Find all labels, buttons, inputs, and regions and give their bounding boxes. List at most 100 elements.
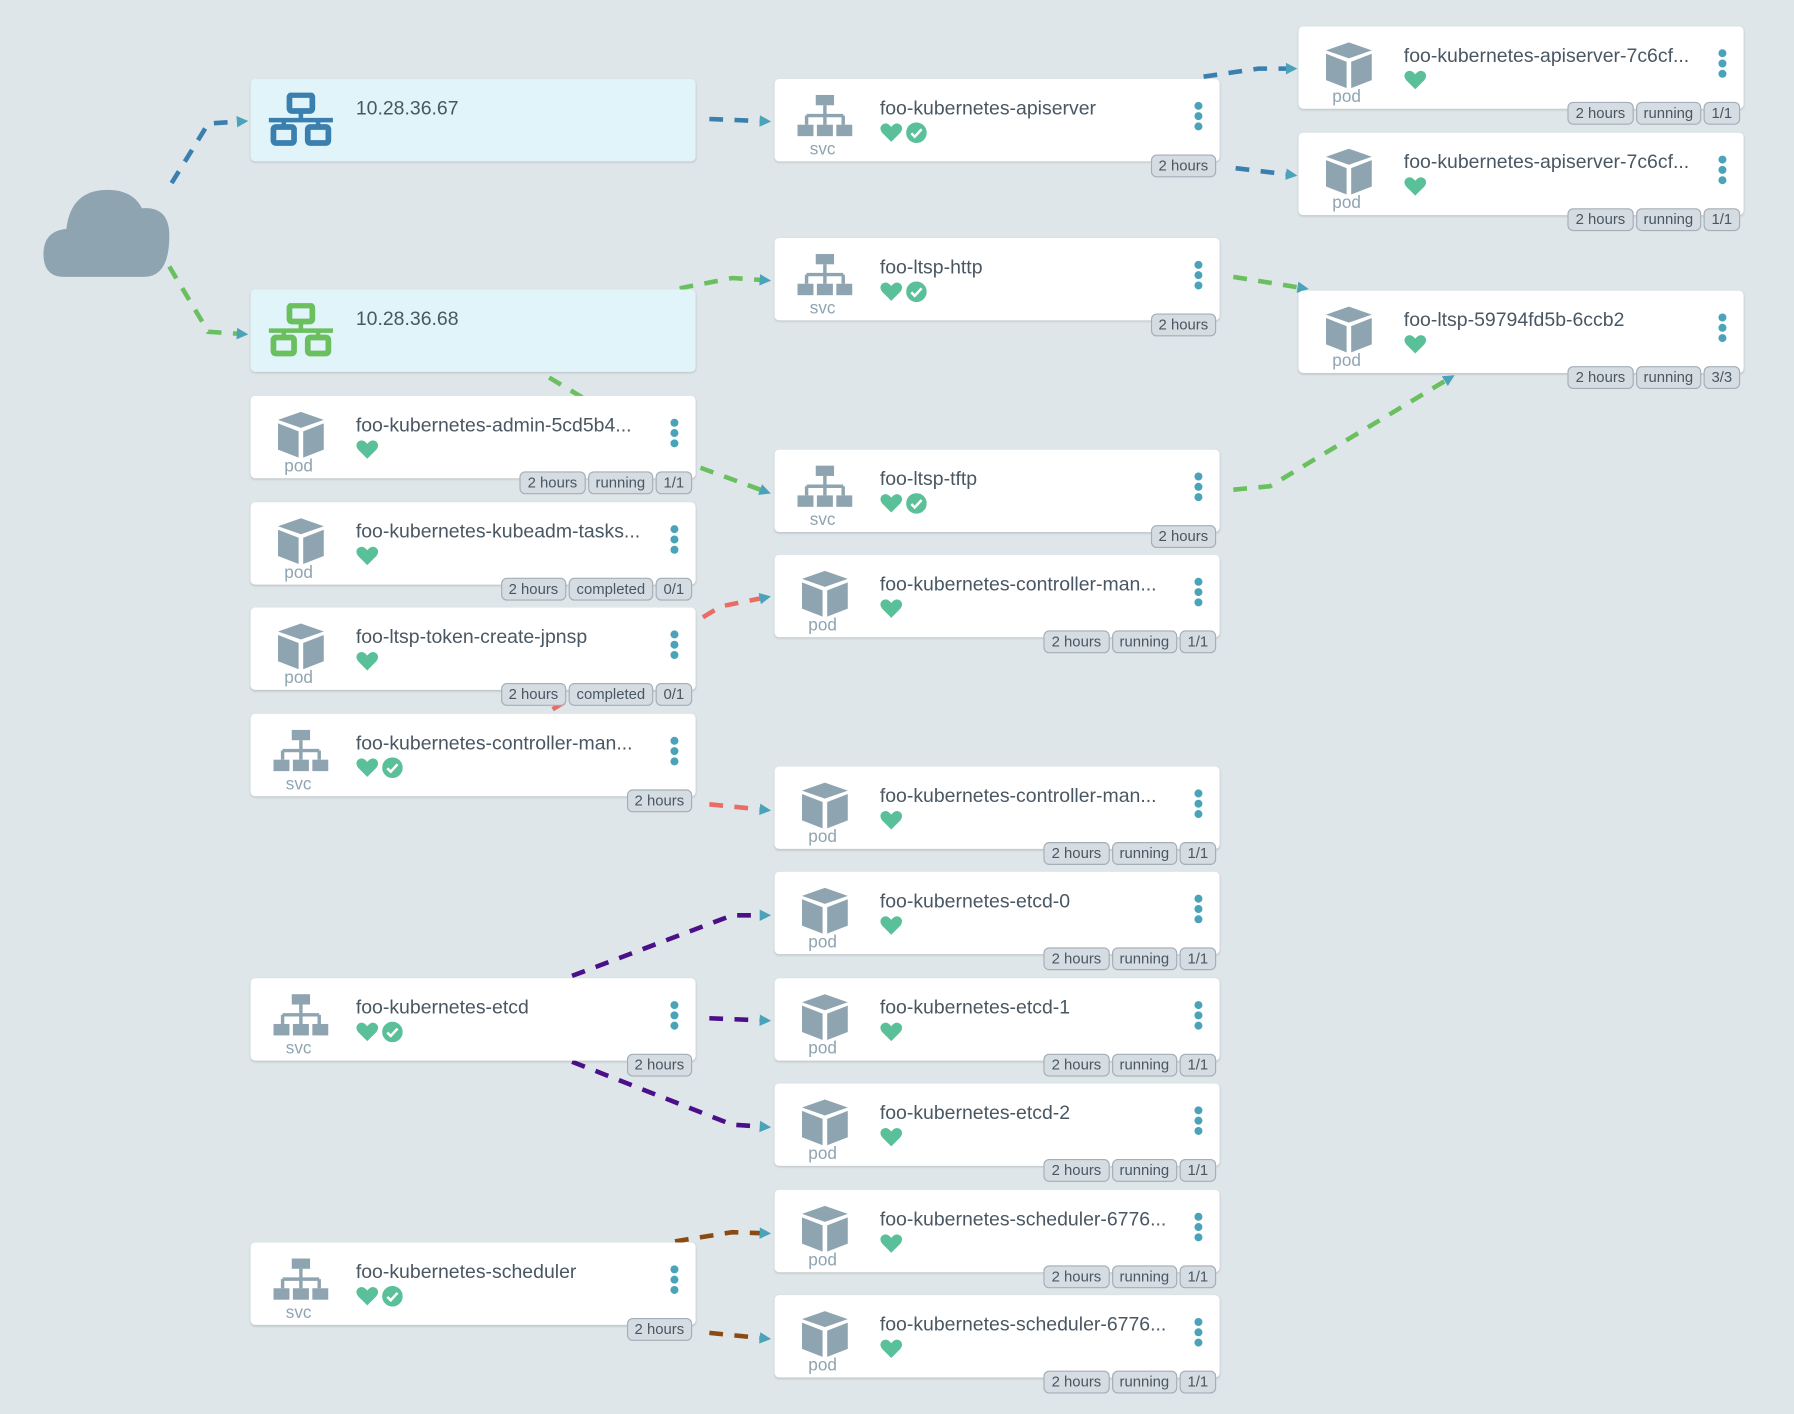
more-menu-button[interactable] <box>1194 101 1203 131</box>
info-badge: 2 hours <box>626 789 693 813</box>
pod-node-card[interactable]: pod foo-kubernetes-controller-man... 2 hou… <box>774 554 1220 654</box>
info-badge: running <box>1635 208 1702 232</box>
info-badge: 2 hours <box>1043 1265 1110 1289</box>
svc-node-card[interactable]: svc foo-kubernetes-etcd 2 hours <box>250 978 696 1077</box>
more-menu-button[interactable] <box>1194 1106 1203 1135</box>
more-menu-button[interactable] <box>1718 49 1727 78</box>
svc-node-card[interactable]: svc foo-ltsp-http 2 hours <box>774 237 1220 337</box>
info-badges: 2 hours running 1/1 <box>1043 842 1217 865</box>
health-heart-icon <box>880 1233 903 1259</box>
info-badges: 2 hours <box>1150 313 1217 337</box>
status-icons <box>880 1233 903 1259</box>
health-heart-icon <box>880 493 903 519</box>
status-icons <box>880 1339 903 1365</box>
pod-node-card[interactable]: pod foo-kubernetes-controller-man... 2 hou… <box>774 766 1220 865</box>
more-menu-button[interactable] <box>670 1265 679 1294</box>
synced-check-icon <box>382 1285 403 1312</box>
more-menu-button[interactable] <box>1194 472 1203 502</box>
pod-node-card[interactable]: pod foo-kubernetes-scheduler-6776... 2 hou… <box>774 1295 1220 1394</box>
edge <box>709 802 767 813</box>
pod-node-card[interactable]: pod foo-kubernetes-etcd-0 2 hours running 1/… <box>774 871 1220 971</box>
ingress-ip-card[interactable]: 10.28.36.68 <box>250 289 696 372</box>
info-badge: 2 hours <box>1567 366 1634 389</box>
pod-node-card[interactable]: pod foo-kubernetes-apiserver-7c6cf... 2 ho… <box>1298 26 1744 125</box>
edge <box>709 1330 767 1341</box>
pod-cube-icon <box>797 1204 852 1254</box>
service-sitemap-icon <box>797 252 853 302</box>
health-heart-icon <box>880 281 903 307</box>
info-badges: 2 hours running 1/1 <box>1043 1370 1217 1394</box>
more-menu-button[interactable] <box>670 736 679 766</box>
node-title: foo-kubernetes-scheduler <box>355 1260 577 1283</box>
more-menu-button[interactable] <box>1194 789 1203 819</box>
more-menu-button[interactable] <box>1194 1318 1203 1347</box>
svc-node-card[interactable]: svc foo-kubernetes-apiserver 2 hours <box>774 78 1220 178</box>
service-sitemap-icon <box>797 93 853 143</box>
service-sitemap-icon <box>273 992 329 1042</box>
info-badge: running <box>1111 630 1178 654</box>
more-menu-button[interactable] <box>670 1001 679 1030</box>
kind-label: pod <box>808 827 837 847</box>
edge <box>571 912 767 979</box>
edge-arrowhead <box>1296 281 1309 293</box>
info-badge: 2 hours <box>626 1318 693 1341</box>
pod-node-card[interactable]: pod foo-kubernetes-etcd-2 2 hours running 1/… <box>774 1083 1220 1182</box>
health-heart-icon <box>356 439 379 465</box>
status-icons <box>356 1021 403 1048</box>
node-title: foo-ltsp-token-create-jpnsp <box>355 625 588 648</box>
more-menu-button[interactable] <box>670 525 679 554</box>
pod-node-card[interactable]: pod foo-ltsp-59794fd5b-6ccb2 2 hours runnin… <box>1298 290 1744 389</box>
more-menu-button[interactable] <box>1194 577 1203 607</box>
svc-node-card[interactable]: svc foo-kubernetes-controller-man... 2 hou… <box>250 713 696 813</box>
edge <box>709 116 767 124</box>
info-badge: 2 hours <box>1043 1053 1110 1077</box>
more-menu-button[interactable] <box>1194 894 1203 924</box>
pod-node-card[interactable]: pod foo-kubernetes-admin-5cd5b4... 2 hours… <box>250 395 696 495</box>
edge <box>551 594 767 712</box>
info-badge: 3/3 <box>1703 366 1741 389</box>
node-title: foo-kubernetes-controller-man... <box>879 784 1157 807</box>
more-menu-button[interactable] <box>670 630 679 660</box>
info-badges: 2 hours completed 0/1 <box>500 577 693 601</box>
edge-arrowhead <box>1285 62 1298 75</box>
status-icons <box>356 1285 403 1312</box>
info-badge: 2 hours <box>500 683 567 706</box>
more-menu-button[interactable] <box>1194 1001 1203 1030</box>
edge <box>1232 274 1305 291</box>
svc-node-card[interactable]: svc foo-ltsp-tftp 2 hours <box>774 449 1220 549</box>
pod-cube-icon <box>1321 304 1376 354</box>
health-heart-icon <box>356 546 379 572</box>
svc-node-card[interactable]: svc foo-kubernetes-scheduler 2 hours <box>250 1242 696 1341</box>
info-badge: 2 hours <box>1043 1370 1110 1394</box>
synced-check-icon <box>906 122 927 148</box>
info-badge: 2 hours <box>1043 842 1110 865</box>
pod-node-card[interactable]: pod foo-kubernetes-apiserver-7c6cf... 2 ho… <box>1298 132 1744 232</box>
more-menu-button[interactable] <box>1718 313 1727 343</box>
info-badge: 1/1 <box>1703 208 1741 232</box>
health-heart-icon <box>880 810 903 836</box>
node-title: foo-kubernetes-etcd <box>355 996 529 1019</box>
ingress-ip-card[interactable]: 10.28.36.67 <box>250 78 696 162</box>
more-menu-button[interactable] <box>1718 155 1727 185</box>
pod-node-card[interactable]: pod foo-kubernetes-etcd-1 2 hours running 1/… <box>774 978 1220 1077</box>
status-icons <box>356 439 379 465</box>
edge-arrowhead <box>759 1227 772 1239</box>
more-menu-button[interactable] <box>1194 1212 1203 1242</box>
pod-node-card[interactable]: pod foo-kubernetes-scheduler-6776... 2 hou… <box>774 1189 1220 1289</box>
health-heart-icon <box>880 915 903 941</box>
health-heart-icon <box>880 598 903 624</box>
network-icon <box>267 302 333 357</box>
node-title: foo-ltsp-59794fd5b-6ccb2 <box>1403 308 1625 331</box>
info-badges: 2 hours running 1/1 <box>1043 1265 1217 1289</box>
pod-node-card[interactable]: pod foo-kubernetes-kubeadm-tasks... 2 hour… <box>250 502 696 601</box>
health-heart-icon <box>356 651 379 677</box>
health-heart-icon <box>356 1022 379 1048</box>
pod-node-card[interactable]: pod foo-ltsp-token-create-jpnsp 2 hours com… <box>250 607 696 706</box>
more-menu-button[interactable] <box>1194 260 1203 290</box>
more-menu-button[interactable] <box>670 418 679 448</box>
info-badge: 2 hours <box>1150 154 1217 178</box>
synced-check-icon <box>382 1021 403 1048</box>
kind-label: pod <box>808 1250 837 1270</box>
status-icons <box>880 810 903 836</box>
